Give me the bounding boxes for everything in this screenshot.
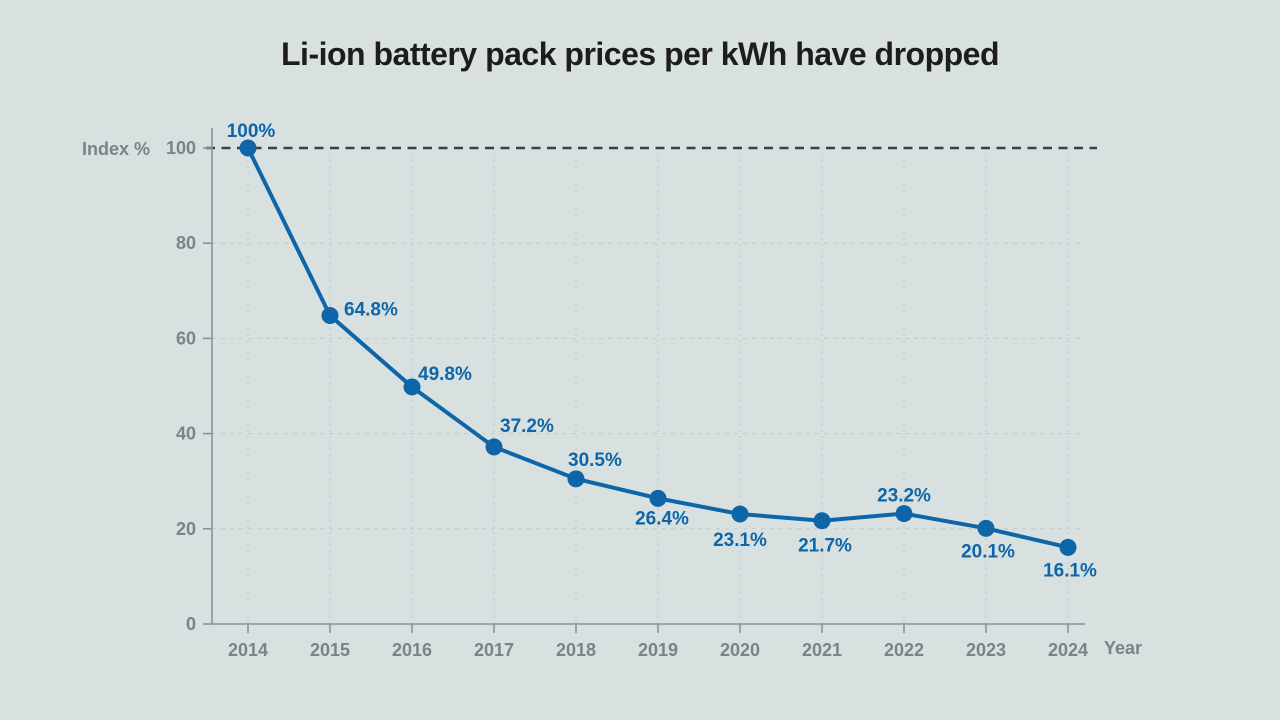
data-point-2014	[239, 139, 257, 157]
horizontal-gridlines	[212, 242, 1085, 530]
data-point-2015	[321, 307, 339, 325]
x-tick-label: 2014	[228, 640, 268, 660]
data-point-2020	[731, 505, 749, 523]
data-point-2017	[485, 438, 503, 456]
data-label-2021: 21.7%	[798, 536, 852, 557]
data-point-2016	[403, 378, 421, 396]
x-tick-label: 2024	[1048, 640, 1088, 660]
data-point-2019	[649, 489, 667, 507]
data-label-2015: 64.8%	[344, 300, 398, 321]
data-label-2019: 26.4%	[635, 508, 689, 529]
chart-title: Li-ion battery pack prices per kWh have …	[281, 36, 1000, 72]
y-axis-ticks: 0 20 40 60 80 100	[166, 138, 212, 634]
x-axis-title: Year	[1104, 638, 1142, 658]
x-tick-label: 2020	[720, 640, 760, 660]
x-tick-label: 2022	[884, 640, 924, 660]
x-tick-label: 2018	[556, 640, 596, 660]
data-label-2017: 37.2%	[500, 416, 554, 437]
vertical-gridlines	[247, 148, 1069, 624]
y-tick-label: 0	[186, 614, 196, 634]
x-axis-ticks: 2014 2015 2016 2017 2018 2019 2020 2021 2022 2023…	[228, 624, 1088, 660]
y-tick-label: 100	[166, 138, 196, 158]
data-label-2020: 23.1%	[713, 530, 767, 551]
y-tick-label: 80	[176, 233, 196, 253]
x-tick-label: 2015	[310, 640, 350, 660]
series-markers	[239, 139, 1077, 556]
x-tick-label: 2019	[638, 640, 678, 660]
data-label-2024: 16.1%	[1043, 560, 1097, 581]
y-axis-title: Index %	[82, 139, 150, 159]
x-tick-label: 2016	[392, 640, 432, 660]
x-tick-label: 2023	[966, 640, 1006, 660]
y-tick-label: 20	[176, 519, 196, 539]
data-label-2016: 49.8%	[418, 364, 472, 385]
x-tick-label: 2021	[802, 640, 842, 660]
data-label-2023: 20.1%	[961, 541, 1015, 562]
y-tick-label: 40	[176, 424, 196, 444]
data-point-2024	[1059, 538, 1077, 556]
data-point-2022	[895, 505, 913, 523]
data-point-2023	[977, 519, 995, 537]
data-label-2014: 100%	[227, 121, 276, 142]
data-point-2021	[813, 512, 831, 530]
data-label-2018: 30.5%	[568, 450, 622, 471]
x-tick-label: 2017	[474, 640, 514, 660]
series-value-labels: 100% 64.8% 49.8% 37.2% 30.5% 26.4% 23.1% 21.7% 2…	[227, 121, 1097, 581]
y-tick-label: 60	[176, 328, 196, 348]
data-label-2022: 23.2%	[877, 486, 931, 507]
data-point-2018	[567, 470, 585, 488]
